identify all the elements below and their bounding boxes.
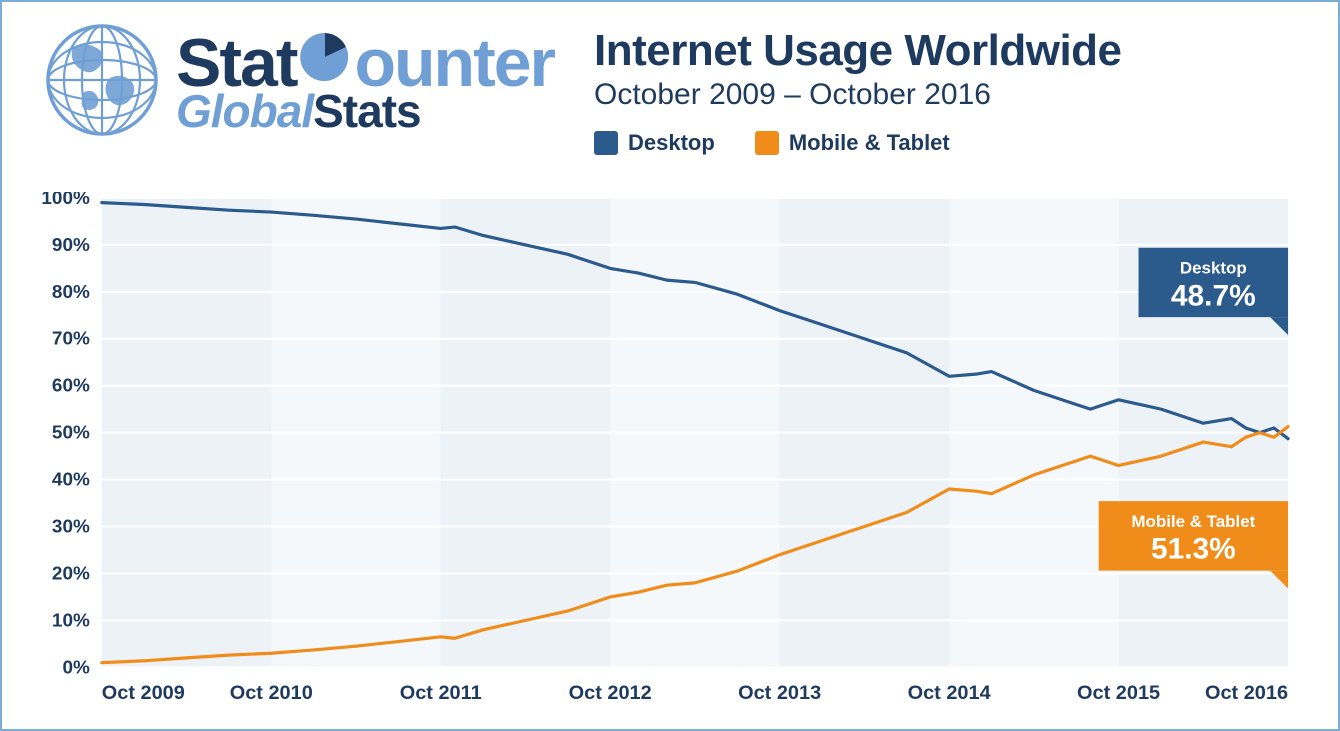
svg-text:70%: 70% (52, 329, 90, 350)
chart-area: 0% 10% 20% 30% 40% 50% 60% 70% 80% 90% 100% Oct 200… (32, 192, 1308, 709)
svg-text:90%: 90% (52, 235, 90, 256)
svg-text:80%: 80% (52, 282, 90, 303)
chart-title: Internet Usage Worldwide (594, 26, 1298, 76)
svg-text:20%: 20% (52, 563, 90, 584)
svg-text:30%: 30% (52, 517, 90, 538)
svg-text:Mobile & Tablet: Mobile & Tablet (1131, 512, 1255, 531)
globe-icon (42, 20, 162, 140)
legend-item-desktop: Desktop (594, 130, 715, 156)
svg-text:Oct 2013: Oct 2013 (738, 682, 821, 704)
svg-text:Oct 2016: Oct 2016 (1205, 682, 1288, 704)
svg-text:Oct 2009: Oct 2009 (102, 682, 185, 704)
chart-frame: Stat ounter GlobalStats Internet Usage W… (0, 0, 1340, 731)
svg-text:Desktop: Desktop (1180, 259, 1247, 278)
logo-text: Stat ounter GlobalStats (176, 28, 554, 133)
logo-word-global: Global (176, 85, 313, 137)
legend: Desktop Mobile & Tablet (594, 130, 1298, 156)
svg-text:51.3%: 51.3% (1151, 533, 1236, 566)
line-chart: 0% 10% 20% 30% 40% 50% 60% 70% 80% 90% 100% Oct 200… (32, 192, 1308, 709)
legend-swatch-desktop (594, 131, 618, 155)
svg-text:0%: 0% (62, 657, 90, 678)
title-block: Internet Usage Worldwide October 2009 – … (594, 20, 1298, 156)
legend-swatch-mobile (755, 131, 779, 155)
svg-text:10%: 10% (52, 610, 90, 631)
svg-text:48.7%: 48.7% (1171, 279, 1256, 312)
legend-label-desktop: Desktop (628, 130, 715, 156)
svg-text:Oct 2015: Oct 2015 (1077, 682, 1160, 704)
svg-text:Oct 2014: Oct 2014 (908, 682, 991, 704)
svg-text:Oct 2012: Oct 2012 (569, 682, 652, 704)
logo-word-stats: Stats (313, 85, 420, 137)
header: Stat ounter GlobalStats Internet Usage W… (2, 2, 1338, 156)
logo: Stat ounter GlobalStats (42, 20, 554, 140)
logo-line-2: GlobalStats (176, 90, 554, 132)
svg-text:Oct 2011: Oct 2011 (400, 682, 482, 704)
svg-text:60%: 60% (52, 376, 90, 397)
svg-text:40%: 40% (52, 470, 90, 491)
legend-label-mobile: Mobile & Tablet (789, 130, 950, 156)
legend-item-mobile: Mobile & Tablet (755, 130, 950, 156)
pie-c-icon (296, 28, 354, 86)
chart-subtitle: October 2009 – October 2016 (594, 78, 1298, 112)
svg-text:Oct 2010: Oct 2010 (230, 682, 313, 704)
svg-text:50%: 50% (52, 423, 90, 444)
svg-text:100%: 100% (41, 192, 90, 209)
